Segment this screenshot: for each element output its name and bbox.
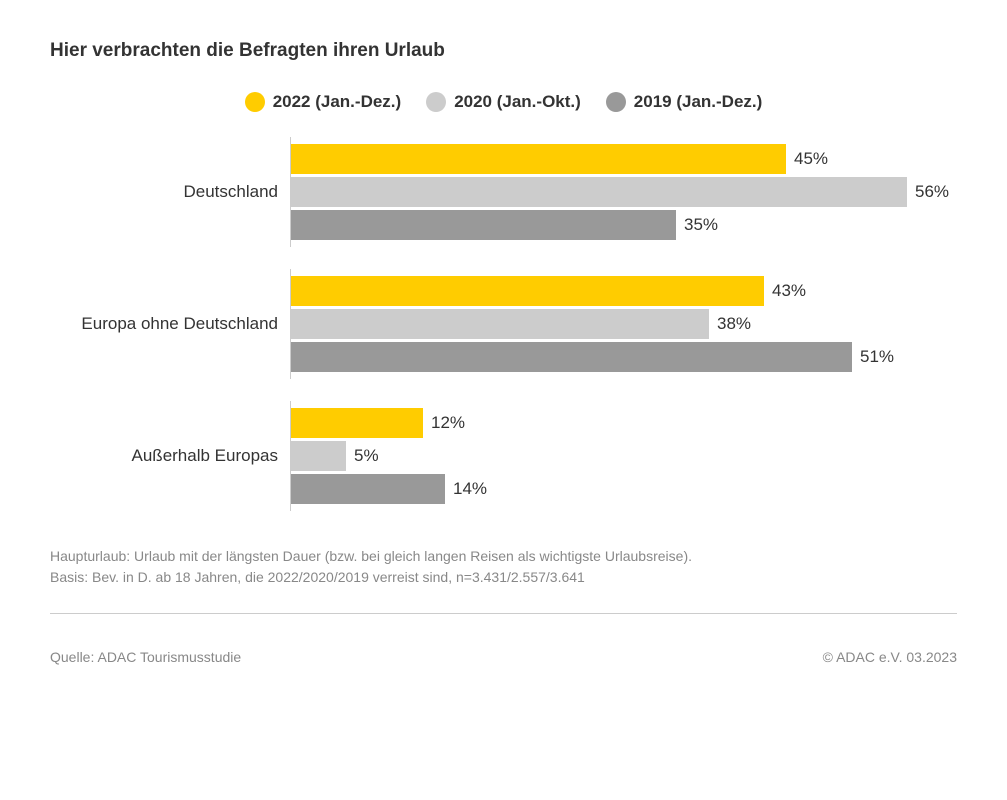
bar-item: 51% bbox=[291, 342, 957, 372]
bar bbox=[291, 474, 445, 504]
bars-container: 43% 38% 51% bbox=[290, 269, 957, 379]
footnote-line-2: Basis: Bev. in D. ab 18 Jahren, die 2022… bbox=[50, 567, 957, 588]
chart-footer: Quelle: ADAC Tourismusstudie © ADAC e.V.… bbox=[50, 649, 957, 665]
bar-value-label: 45% bbox=[786, 149, 828, 169]
legend-item: 2020 (Jan.-Okt.) bbox=[426, 92, 581, 112]
bar-value-label: 51% bbox=[852, 347, 894, 367]
category-label: Europa ohne Deutschland bbox=[60, 314, 290, 334]
bar bbox=[291, 276, 764, 306]
bar-value-label: 5% bbox=[346, 446, 379, 466]
legend-swatch bbox=[426, 92, 446, 112]
footnote-line-1: Haupturlaub: Urlaub mit der längsten Dau… bbox=[50, 546, 957, 567]
divider bbox=[50, 613, 957, 614]
legend-label: 2022 (Jan.-Dez.) bbox=[273, 92, 402, 112]
chart-row: Europa ohne Deutschland 43% 38% 51% bbox=[60, 269, 957, 379]
bar-item: 38% bbox=[291, 309, 957, 339]
legend-swatch bbox=[245, 92, 265, 112]
bar-item: 5% bbox=[291, 441, 957, 471]
legend-item: 2019 (Jan.-Dez.) bbox=[606, 92, 763, 112]
bar-chart: Deutschland 45% 56% 35% Europa ohne Deutschl… bbox=[60, 137, 957, 511]
bar-item: 35% bbox=[291, 210, 957, 240]
chart-row: Deutschland 45% 56% 35% bbox=[60, 137, 957, 247]
bar-item: 12% bbox=[291, 408, 957, 438]
bars-container: 45% 56% 35% bbox=[290, 137, 957, 247]
bar-item: 56% bbox=[291, 177, 957, 207]
legend-label: 2019 (Jan.-Dez.) bbox=[634, 92, 763, 112]
bar bbox=[291, 441, 346, 471]
bar-item: 43% bbox=[291, 276, 957, 306]
bar bbox=[291, 309, 709, 339]
source-label: Quelle: ADAC Tourismusstudie bbox=[50, 649, 241, 665]
chart-title: Hier verbrachten die Befragten ihren Url… bbox=[50, 40, 957, 62]
bar-item: 14% bbox=[291, 474, 957, 504]
bar-value-label: 43% bbox=[764, 281, 806, 301]
chart-legend: 2022 (Jan.-Dez.) 2020 (Jan.-Okt.) 2019 (Ja… bbox=[50, 92, 957, 112]
chart-footnote: Haupturlaub: Urlaub mit der längsten Dau… bbox=[50, 546, 957, 588]
bar-value-label: 38% bbox=[709, 314, 751, 334]
bar-value-label: 12% bbox=[423, 413, 465, 433]
bar bbox=[291, 210, 676, 240]
bar bbox=[291, 342, 852, 372]
legend-item: 2022 (Jan.-Dez.) bbox=[245, 92, 402, 112]
bar bbox=[291, 408, 423, 438]
bar-value-label: 14% bbox=[445, 479, 487, 499]
bar-value-label: 56% bbox=[907, 182, 949, 202]
bar bbox=[291, 177, 907, 207]
bar-item: 45% bbox=[291, 144, 957, 174]
category-label: Außerhalb Europas bbox=[60, 446, 290, 466]
bars-container: 12% 5% 14% bbox=[290, 401, 957, 511]
bar bbox=[291, 144, 786, 174]
bar-value-label: 35% bbox=[676, 215, 718, 235]
chart-row: Außerhalb Europas 12% 5% 14% bbox=[60, 401, 957, 511]
category-label: Deutschland bbox=[60, 182, 290, 202]
copyright-label: © ADAC e.V. 03.2023 bbox=[823, 649, 957, 665]
legend-swatch bbox=[606, 92, 626, 112]
legend-label: 2020 (Jan.-Okt.) bbox=[454, 92, 581, 112]
